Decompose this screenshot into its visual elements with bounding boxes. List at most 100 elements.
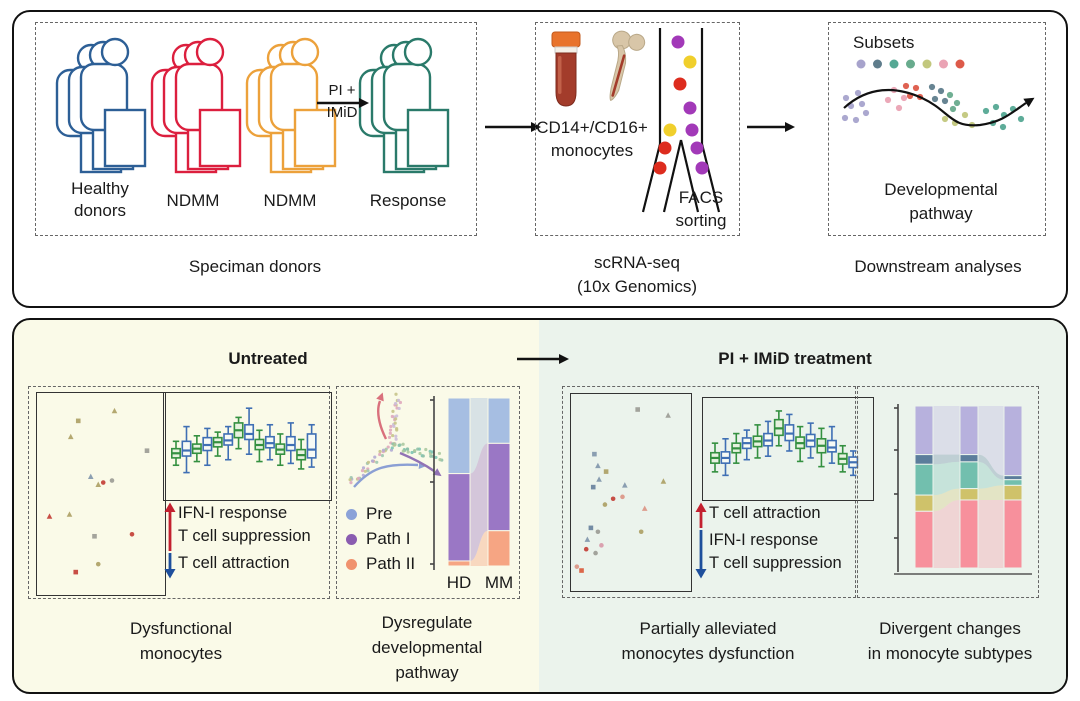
- treated-subtypes-box: [857, 386, 1039, 598]
- label-line: Divergent changes: [879, 619, 1021, 638]
- specimen-donors-caption: Speciman donors: [188, 257, 322, 276]
- legend-dot-icon: [346, 558, 357, 570]
- label-line: Healthy: [71, 179, 129, 198]
- up-arrow-icon: [164, 502, 176, 551]
- effect-line: T cell suppression: [178, 527, 311, 545]
- up-arrow-icon: [695, 502, 707, 528]
- label-line: sorting: [675, 211, 727, 230]
- treated-umap-frame: [570, 393, 692, 592]
- flow-arrow-1-icon: [485, 122, 541, 132]
- label-line: monocytes: [139, 644, 223, 663]
- ndmm-orange-donors-icon: [245, 37, 337, 174]
- effect-lines: IFN-I response T cell suppression: [178, 502, 311, 552]
- response-label: Response: [369, 191, 447, 210]
- untreated-caption: Dysfunctional monocytes: [130, 616, 232, 666]
- effect-lines: IFN-I response T cell suppression: [709, 529, 842, 579]
- mm-axis-label: MM: [484, 573, 514, 592]
- effect-row: IFN-I response T cell suppression: [163, 502, 311, 552]
- effect-lines: T cell attraction: [709, 502, 821, 529]
- treated-caption: Partially alleviated monocytes dysfuncti…: [622, 616, 795, 666]
- down-arrow-icon: [164, 553, 176, 579]
- effect-row: T cell attraction: [694, 502, 842, 529]
- label-line: FACS: [678, 188, 724, 207]
- treated-subtypes-caption: Divergent changes in monocyte subtypes: [868, 616, 1032, 666]
- treated-umap-plot: [574, 407, 671, 573]
- untreated-monocytes-box: [28, 386, 330, 599]
- scrna-box: [535, 22, 740, 236]
- label-line: Developmental: [884, 180, 998, 199]
- untreated-umap-frame: [36, 392, 166, 596]
- label-line: monocytes: [550, 141, 634, 160]
- healthy-donors-label: Healthy donors: [71, 178, 129, 222]
- pathway-label: Developmental pathway: [884, 178, 997, 226]
- label-line: (10x Genomics): [577, 277, 697, 296]
- facs-funnel-icon: [641, 28, 721, 213]
- ndmm-label-1: NDMM: [166, 191, 220, 210]
- legend-item: Pre: [346, 504, 415, 524]
- subsets-label: Subsets: [853, 33, 915, 52]
- legend-item: Path II: [346, 554, 415, 574]
- untreated-effects: IFN-I response T cell suppression T cell a…: [163, 502, 311, 579]
- label-line: CD14+/CD16+: [536, 118, 648, 137]
- scrna-caption: scRNA-seq (10x Genomics): [577, 251, 697, 299]
- developmental-pathway-plot: [841, 82, 1035, 131]
- label-line: scRNA-seq: [594, 253, 680, 272]
- hd-mm-alluvial-chart: [430, 396, 511, 570]
- label-line: donors: [74, 201, 126, 220]
- ndmm-red-donors-icon: [150, 37, 242, 174]
- treatment-transition-arrow-icon: [517, 354, 569, 364]
- untreated-umap-plot: [46, 407, 150, 575]
- specimen-donors-box: [35, 22, 477, 236]
- effect-row: T cell attraction: [163, 552, 311, 579]
- label-line: Dysfunctional: [129, 619, 233, 638]
- hd-axis-label: HD: [446, 573, 472, 592]
- treated-boxplot-chart: [710, 410, 859, 477]
- legend-label: Path II: [366, 554, 416, 573]
- pi-label: PI +: [328, 82, 356, 99]
- flow-arrow-2-icon: [747, 122, 795, 132]
- legend-dot-icon: [346, 508, 357, 520]
- label-line: in monocyte subtypes: [867, 644, 1033, 663]
- untreated-pathway-box: [336, 386, 520, 599]
- untreated-pathway-caption: Dysregulate developmental pathway: [372, 610, 483, 685]
- treated-effects: T cell attraction IFN-I response T cell su…: [694, 502, 842, 579]
- blood-tube-icon: [551, 31, 581, 107]
- legend-item: Path I: [346, 529, 415, 549]
- label-line: monocytes dysfunction: [621, 644, 795, 663]
- legend-label: Path I: [366, 529, 411, 548]
- untreated-header: Untreated: [228, 349, 308, 368]
- monocyte-marker-label: CD14+/CD16+ monocytes: [536, 116, 648, 162]
- effect-lines: T cell attraction: [178, 552, 290, 579]
- pathway-legend: Pre Path I Path II: [346, 504, 415, 574]
- subset-color-dots: [856, 59, 965, 69]
- effect-line: T cell suppression: [709, 554, 842, 572]
- healthy-donors-icon: [55, 37, 147, 174]
- label-line: pathway: [909, 204, 973, 223]
- treatment-arrow-icon: [317, 98, 369, 108]
- effect-row: IFN-I response T cell suppression: [694, 529, 842, 579]
- bone-icon: [609, 30, 646, 102]
- subtype-alluvial-chart: [894, 404, 1032, 575]
- treated-monocytes-box: [562, 386, 856, 598]
- imid-label: IMiD: [326, 104, 358, 121]
- effect-line: T cell attraction: [178, 554, 290, 572]
- label-line: pathway: [395, 663, 459, 682]
- untreated-boxplot-chart: [171, 407, 317, 474]
- treated-header: PI + IMiD treatment: [718, 349, 872, 368]
- treated-boxplot-frame: [702, 397, 874, 501]
- untreated-boxplot-frame: [163, 392, 332, 501]
- downstream-caption: Downstream analyses: [854, 257, 1022, 276]
- effect-line: IFN-I response: [709, 531, 819, 549]
- effect-line: T cell attraction: [709, 504, 821, 522]
- downstream-box: [828, 22, 1046, 236]
- effect-line: IFN-I response: [178, 504, 288, 522]
- ndmm-label-2: NDMM: [263, 191, 317, 210]
- legend-dot-icon: [346, 533, 357, 545]
- facs-sorting-label: FACS sorting: [675, 186, 726, 232]
- legend-label: Pre: [366, 504, 393, 523]
- response-donors-icon: [358, 37, 450, 174]
- label-line: Partially alleviated: [639, 619, 777, 638]
- down-arrow-icon: [695, 530, 707, 579]
- label-line: Dysregulate: [381, 613, 473, 632]
